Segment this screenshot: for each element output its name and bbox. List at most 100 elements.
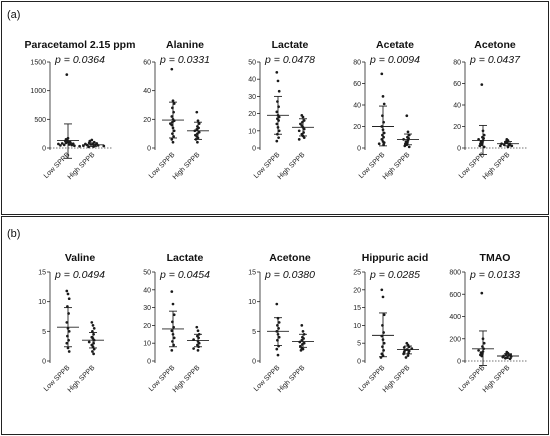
data-point: [172, 102, 176, 105]
y-tick-label: 0: [252, 359, 256, 366]
data-point: [59, 144, 62, 147]
data-point: [275, 329, 279, 333]
y-tick-label: 0: [457, 146, 461, 153]
data-point: [275, 70, 279, 74]
data-point: [193, 129, 197, 133]
data-point: [510, 144, 514, 148]
data-point: [477, 349, 480, 352]
data-point: [478, 144, 482, 148]
y-tick-label: 1000: [30, 88, 46, 95]
data-point: [195, 128, 199, 131]
data-point: [301, 329, 305, 333]
y-tick-label: 20: [453, 124, 461, 131]
data-point: [92, 327, 96, 330]
data-point: [96, 144, 100, 147]
data-point: [91, 350, 94, 353]
data-point: [381, 295, 385, 299]
data-point: [192, 347, 195, 350]
data-point: [277, 335, 281, 339]
data-point: [90, 138, 94, 142]
y-tick-label: 500: [34, 117, 46, 124]
data-point: [192, 338, 195, 341]
data-point: [482, 347, 485, 351]
data-point: [171, 320, 174, 324]
data-point: [506, 145, 510, 149]
data-point: [300, 324, 304, 327]
plot-title: Acetate: [376, 39, 414, 51]
data-point: [65, 341, 69, 345]
data-point: [276, 332, 280, 336]
p-value-label: p = 0.0454: [159, 269, 210, 281]
data-point: [197, 122, 201, 125]
data-point: [92, 140, 96, 144]
data-point: [501, 355, 505, 359]
data-point: [170, 67, 174, 71]
data-point: [92, 338, 96, 342]
data-point: [277, 327, 280, 330]
data-point: [382, 331, 385, 334]
plot-title: Acetone: [474, 39, 516, 51]
category-label: High SPPB: [67, 364, 97, 394]
data-point: [67, 338, 70, 342]
y-tick-label: 15: [353, 305, 361, 312]
data-point: [381, 128, 385, 132]
data-point: [302, 332, 306, 336]
panel-a-letter: (a): [7, 9, 20, 21]
data-point: [506, 351, 510, 355]
data-point: [172, 336, 176, 340]
data-point: [90, 321, 94, 324]
data-point: [172, 119, 176, 123]
y-tick-label: 0: [457, 359, 461, 366]
data-point: [170, 290, 174, 293]
data-point: [481, 139, 485, 142]
data-point: [275, 347, 279, 351]
data-point: [172, 110, 175, 114]
data-point: [298, 340, 302, 344]
data-point: [276, 126, 280, 129]
data-point: [170, 115, 174, 118]
data-point: [67, 312, 70, 315]
y-tick-label: 20: [143, 117, 151, 124]
data-point: [297, 129, 301, 133]
data-point: [480, 354, 484, 358]
data-point: [405, 143, 409, 147]
y-tick-label: 40: [248, 77, 256, 84]
data-point: [66, 292, 70, 296]
data-point: [382, 135, 385, 139]
data-point: [276, 79, 280, 83]
data-point: [504, 141, 507, 144]
data-point: [382, 348, 385, 352]
data-point: [196, 136, 200, 140]
plot-title: Paracetamol 2.15 ppm: [25, 39, 136, 51]
data-point: [301, 343, 304, 346]
data-point: [275, 139, 279, 143]
data-point: [65, 321, 69, 324]
data-point: [197, 126, 200, 130]
y-tick-label: 80: [453, 60, 461, 67]
data-point: [406, 141, 409, 144]
data-point: [172, 343, 175, 347]
data-point: [480, 83, 484, 86]
data-point: [508, 357, 512, 361]
data-point: [91, 329, 94, 333]
data-point: [480, 291, 484, 295]
p-value-label: p = 0.0364: [54, 54, 105, 66]
data-point: [171, 106, 174, 110]
data-point: [275, 302, 279, 306]
data-point: [82, 144, 85, 148]
y-tick-label: 0: [147, 146, 151, 153]
y-tick-label: 25: [353, 270, 361, 277]
y-tick-label: 30: [248, 94, 256, 101]
data-point: [67, 143, 71, 146]
p-value-label: p = 0.0133: [469, 269, 520, 281]
data-point: [381, 338, 385, 341]
y-tick-label: 60: [143, 60, 151, 67]
data-point: [171, 340, 174, 343]
data-point: [507, 143, 511, 147]
data-point: [382, 143, 385, 147]
data-point: [67, 297, 71, 301]
